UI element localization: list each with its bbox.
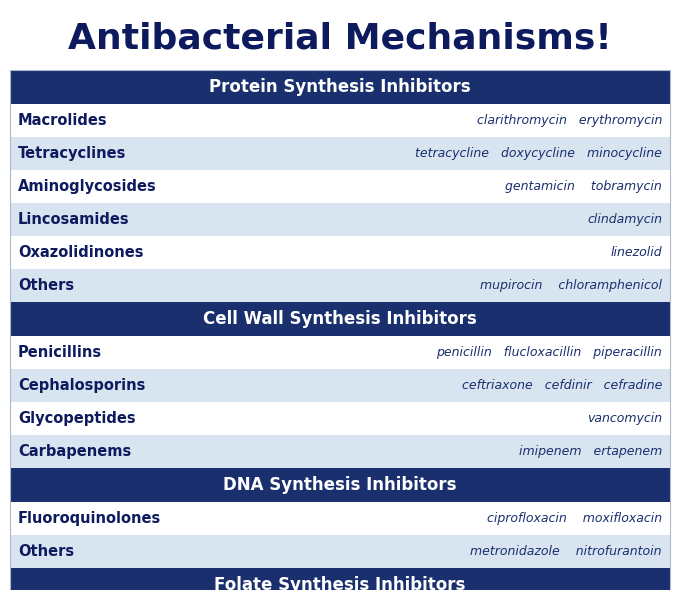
Text: Protein Synthesis Inhibitors: Protein Synthesis Inhibitors: [209, 78, 471, 96]
Bar: [10, 170, 670, 203]
Bar: [10, 502, 670, 535]
Text: mupirocin    chloramphenicol: mupirocin chloramphenicol: [480, 279, 662, 292]
Text: Aminoglycosides: Aminoglycosides: [18, 179, 157, 194]
Bar: [10, 535, 670, 568]
Text: clindamycin: clindamycin: [587, 213, 662, 226]
Text: penicillin   flucloxacillin   piperacillin: penicillin flucloxacillin piperacillin: [437, 346, 662, 359]
Text: linezolid: linezolid: [611, 246, 662, 259]
Text: Carbapenems: Carbapenems: [18, 444, 131, 459]
Text: metronidazole    nitrofurantoin: metronidazole nitrofurantoin: [471, 545, 662, 558]
Bar: [10, 70, 670, 104]
Bar: [10, 104, 670, 137]
Bar: [10, 137, 670, 170]
Text: Cephalosporins: Cephalosporins: [18, 378, 146, 393]
Text: Others: Others: [18, 544, 74, 559]
Text: ceftriaxone   cefdinir   cefradine: ceftriaxone cefdinir cefradine: [462, 379, 662, 392]
Text: Macrolides: Macrolides: [18, 113, 107, 128]
Text: DNA Synthesis Inhibitors: DNA Synthesis Inhibitors: [223, 476, 457, 494]
Text: Fluoroquinolones: Fluoroquinolones: [18, 511, 161, 526]
Bar: [10, 203, 670, 236]
Text: Tetracyclines: Tetracyclines: [18, 146, 126, 161]
Bar: [10, 435, 670, 468]
Text: Folate Synthesis Inhibitors: Folate Synthesis Inhibitors: [214, 576, 466, 590]
Text: Penicillins: Penicillins: [18, 345, 102, 360]
Bar: [10, 302, 670, 336]
Text: vancomycin: vancomycin: [587, 412, 662, 425]
Bar: [10, 236, 670, 269]
Bar: [10, 70, 670, 71]
Bar: [10, 468, 670, 502]
Text: Glycopeptides: Glycopeptides: [18, 411, 135, 426]
Bar: [10, 369, 670, 402]
Text: imipenem   ertapenem: imipenem ertapenem: [519, 445, 662, 458]
Text: Cell Wall Synthesis Inhibitors: Cell Wall Synthesis Inhibitors: [203, 310, 477, 328]
Bar: [10, 402, 670, 435]
Text: Oxazolidinones: Oxazolidinones: [18, 245, 143, 260]
Text: Lincosamides: Lincosamides: [18, 212, 130, 227]
Bar: [10, 568, 670, 590]
Text: clarithromycin   erythromycin: clarithromycin erythromycin: [477, 114, 662, 127]
Text: gentamicin    tobramycin: gentamicin tobramycin: [505, 180, 662, 193]
Bar: [10, 269, 670, 302]
Bar: [10, 336, 670, 369]
Text: Antibacterial Mechanisms!: Antibacterial Mechanisms!: [68, 22, 612, 56]
Text: Others: Others: [18, 278, 74, 293]
Text: ciprofloxacin    moxifloxacin: ciprofloxacin moxifloxacin: [487, 512, 662, 525]
Text: tetracycline   doxycycline   minocycline: tetracycline doxycycline minocycline: [415, 147, 662, 160]
